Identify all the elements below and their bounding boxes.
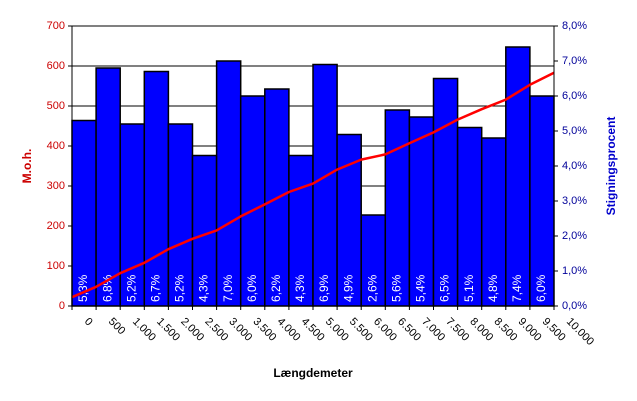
- y2-tick-label: 3,0%: [562, 195, 587, 207]
- y2-tick-label: 4,0%: [562, 160, 587, 172]
- y-tick-label: 500: [47, 100, 65, 112]
- bar: [408, 116, 435, 307]
- bar: [384, 109, 411, 307]
- y-axis-label: M.o.h.: [20, 149, 34, 184]
- y2-tick-label: 1,0%: [562, 265, 587, 277]
- y-tick-label: 600: [47, 60, 65, 72]
- y-tick-label: 0: [59, 300, 65, 312]
- line: [71, 71, 555, 299]
- y2-tick-label: 8,0%: [562, 20, 587, 32]
- value-label: 6,9%: [317, 274, 331, 302]
- bar: [505, 46, 531, 307]
- y-tick-label: 200: [47, 220, 65, 232]
- value-label: 6,0%: [245, 274, 259, 302]
- value-label: 6,7%: [149, 274, 163, 302]
- value-label: 7,4%: [510, 274, 524, 302]
- value-label: 7,0%: [221, 274, 235, 302]
- value-label: 4,9%: [341, 274, 355, 302]
- y2-tick-label: 2,0%: [562, 230, 587, 242]
- bar: [529, 95, 555, 307]
- bar: [360, 214, 387, 307]
- y2-tick-label: 5,0%: [562, 125, 587, 137]
- value-label: 4,8%: [486, 274, 500, 302]
- y2-axis-label: Stigningsprocent: [604, 117, 618, 216]
- value-label: 5,2%: [124, 274, 138, 302]
- y-tick-label: 700: [47, 20, 65, 32]
- bar: [312, 63, 338, 307]
- bar: [215, 60, 242, 307]
- plot-border: [71, 25, 555, 307]
- bar: [288, 154, 314, 307]
- y-tick-label: 100: [47, 260, 65, 272]
- bar: [143, 70, 170, 307]
- bar: [239, 95, 266, 307]
- x-axis-label: Længdemeter: [273, 366, 353, 380]
- value-label: 4,3%: [293, 274, 307, 302]
- bar: [95, 67, 121, 307]
- value-label: 4,3%: [197, 274, 211, 302]
- value-label: 6,2%: [269, 274, 283, 302]
- value-label: 6,0%: [534, 274, 548, 302]
- value-label: 2,6%: [365, 274, 379, 302]
- y2-tick-label: 6,0%: [562, 90, 587, 102]
- y2-tick-label: 7,0%: [562, 55, 587, 67]
- y-tick-label: 400: [47, 140, 65, 152]
- value-label: 5,6%: [390, 274, 404, 302]
- value-label: 5,2%: [173, 274, 187, 302]
- bar: [432, 77, 459, 307]
- value-label: 5,3%: [76, 274, 90, 302]
- y2-tick-label: 0,0%: [562, 300, 587, 312]
- value-label: 6,5%: [438, 274, 452, 302]
- value-label: 5,1%: [462, 274, 476, 302]
- value-label: 5,4%: [414, 274, 428, 302]
- y-tick-label: 300: [47, 180, 65, 192]
